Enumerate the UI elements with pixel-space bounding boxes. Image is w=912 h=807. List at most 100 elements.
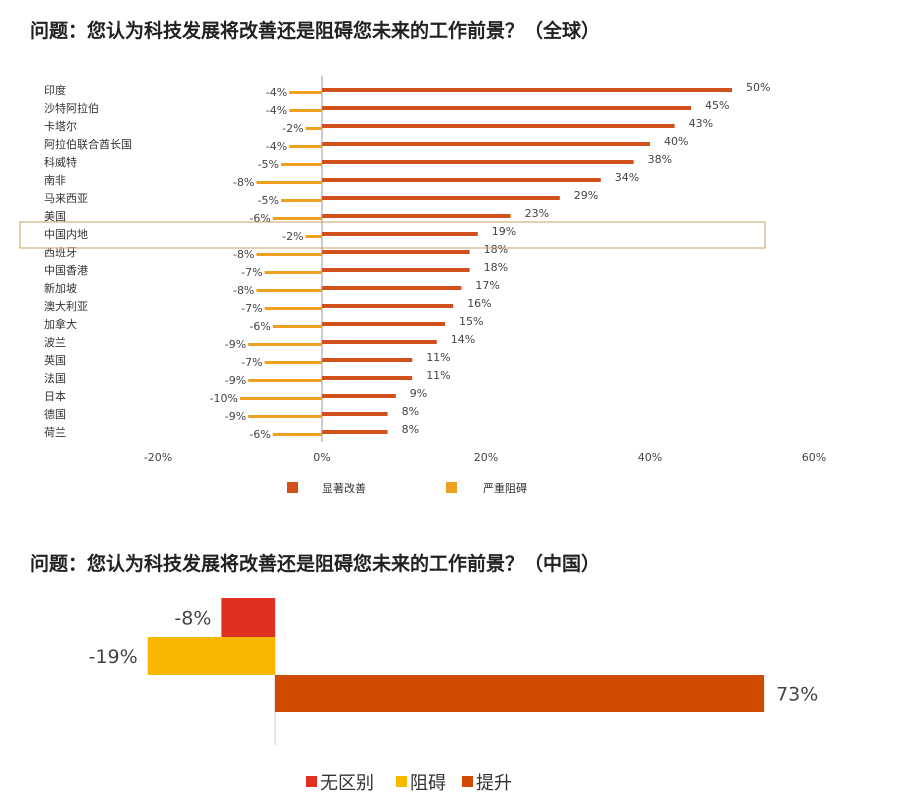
category-label: 西班牙 — [44, 246, 77, 259]
improve-bar — [322, 250, 470, 254]
hinder-bar — [264, 307, 322, 310]
improve-value-label: 19% — [492, 225, 516, 238]
hinder-value-label: -9% — [225, 338, 246, 351]
hinder-bar — [281, 199, 322, 202]
hinder-value-label: -2% — [282, 230, 303, 243]
improve-bar — [322, 196, 560, 200]
improve-value-label: 11% — [426, 369, 450, 382]
improve-value-label: 18% — [484, 243, 508, 256]
improve-bar — [322, 376, 413, 380]
hinder-bar — [256, 181, 322, 184]
hinder-bar — [305, 127, 322, 130]
hinder-value-label: -10% — [210, 392, 238, 405]
category-label: 美国 — [44, 210, 66, 223]
china-value-label: 73% — [776, 684, 818, 706]
improve-bar — [322, 304, 454, 308]
hinder-bar — [264, 271, 322, 274]
hinder-bar — [289, 145, 322, 148]
improve-value-label: 18% — [484, 261, 508, 274]
chart-title-china: 问题：您认为科技发展将改善还是阻碍您未来的工作前景？（中国） — [30, 553, 601, 575]
hinder-bar — [240, 397, 322, 400]
improve-bar — [322, 88, 732, 92]
hinder-bar — [289, 91, 322, 94]
category-label: 英国 — [44, 353, 66, 367]
improve-value-label: 15% — [459, 315, 483, 328]
category-label: 波兰 — [44, 336, 66, 349]
hinder-bar — [256, 289, 322, 292]
x-tick-label: 0% — [313, 451, 330, 464]
hinder-bar — [272, 433, 322, 436]
improve-bar — [322, 286, 462, 290]
category-label: 阿拉伯联合酋长国 — [44, 137, 132, 151]
improve-value-label: 16% — [467, 297, 491, 310]
hinder-bar — [248, 379, 322, 382]
improve-bar — [322, 322, 445, 326]
hinder-value-label: -2% — [282, 122, 303, 135]
category-label: 中国香港 — [44, 264, 88, 277]
hinder-value-label: -8% — [233, 284, 254, 297]
legend-label-hinder: 严重阻碍 — [483, 481, 527, 495]
category-label: 加拿大 — [44, 317, 77, 331]
hinder-value-label: -5% — [258, 194, 279, 207]
hinder-value-label: -9% — [225, 374, 246, 387]
x-tick-label: 40% — [638, 451, 662, 464]
hinder-value-label: -7% — [241, 266, 262, 279]
improve-value-label: 8% — [402, 423, 419, 436]
category-label: 南非 — [44, 174, 66, 187]
hinder-value-label: -6% — [249, 212, 270, 225]
china-legend-label: 提升 — [476, 773, 512, 794]
hinder-value-label: -6% — [249, 428, 270, 441]
improve-value-label: 50% — [746, 81, 770, 94]
improve-value-label: 11% — [426, 351, 450, 364]
improve-value-label: 34% — [615, 171, 639, 184]
category-label: 澳大利亚 — [44, 299, 88, 313]
category-label: 卡塔尔 — [44, 120, 77, 133]
china-bar — [147, 637, 275, 675]
hinder-value-label: -6% — [249, 320, 270, 333]
global-bar-chart: 印度 50% -4% 沙特阿拉伯 45% -4% 卡塔尔 43% -2% 阿拉伯联合酋长国 40% -… — [19, 76, 826, 495]
hinder-value-label: -9% — [225, 410, 246, 423]
hinder-value-label: -5% — [258, 158, 279, 171]
improve-bar — [322, 430, 388, 434]
china-bar — [221, 598, 275, 637]
improve-bar — [322, 178, 601, 182]
legend-swatch-hinder — [446, 482, 457, 493]
category-label: 中国内地 — [44, 227, 88, 241]
china-legend-label: 无区别 — [320, 773, 374, 794]
improve-value-label: 23% — [525, 207, 549, 220]
x-tick-label: 60% — [802, 451, 826, 464]
hinder-value-label: -8% — [233, 176, 254, 189]
category-label: 日本 — [44, 389, 66, 403]
legend-label-improve: 显著改善 — [322, 481, 366, 495]
improve-value-label: 38% — [648, 153, 672, 166]
china-bar — [275, 675, 765, 712]
china-value-label: -8% — [174, 608, 211, 630]
improve-bar — [322, 106, 691, 110]
improve-bar — [322, 358, 413, 362]
category-label: 沙特阿拉伯 — [44, 101, 99, 115]
improve-value-label: 43% — [689, 117, 713, 130]
hinder-bar — [272, 217, 322, 220]
improve-bar — [322, 340, 437, 344]
hinder-value-label: -4% — [266, 140, 287, 153]
hinder-bar — [256, 253, 322, 256]
chart-title-global: 问题：您认为科技发展将改善还是阻碍您未来的工作前景？（全球） — [30, 20, 601, 42]
improve-bar — [322, 160, 634, 164]
improve-value-label: 8% — [402, 405, 419, 418]
china-legend-swatch — [306, 776, 317, 787]
hinder-bar — [305, 235, 322, 238]
category-label: 德国 — [44, 407, 66, 421]
improve-bar — [322, 412, 388, 416]
improve-value-label: 9% — [410, 387, 427, 400]
hinder-value-label: -7% — [241, 356, 262, 369]
china-legend-swatch — [462, 776, 473, 787]
hinder-value-label: -4% — [266, 86, 287, 99]
improve-bar — [322, 268, 470, 272]
hinder-value-label: -8% — [233, 248, 254, 261]
improve-value-label: 45% — [705, 99, 729, 112]
china-value-label: -19% — [89, 646, 138, 668]
improve-value-label: 17% — [475, 279, 499, 292]
category-label: 印度 — [44, 83, 66, 97]
improve-value-label: 14% — [451, 333, 475, 346]
hinder-bar — [264, 361, 322, 364]
